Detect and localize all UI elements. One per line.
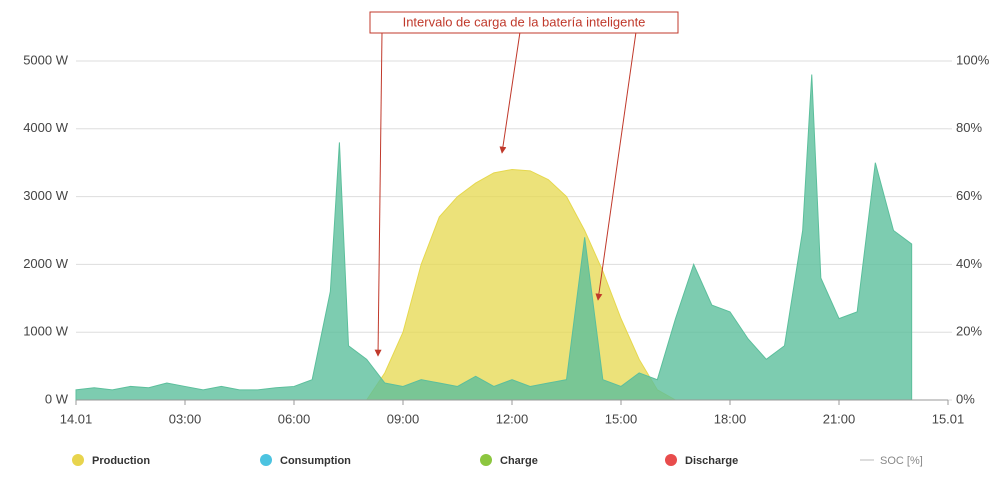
y-tick-label: 3000 W bbox=[23, 188, 69, 203]
x-tick-label: 09:00 bbox=[387, 411, 420, 426]
x-tick-label: 15:00 bbox=[605, 411, 638, 426]
annotation-arrow bbox=[499, 31, 521, 154]
x-tick-label: 15.01 bbox=[932, 411, 965, 426]
annotation-box bbox=[369, 11, 679, 34]
legend-swatch bbox=[665, 454, 677, 466]
y-tick-label: 5000 W bbox=[23, 52, 69, 67]
legend-swatch bbox=[260, 454, 272, 466]
y2-tick-label: 100% bbox=[956, 52, 990, 67]
x-tick-label: 12:00 bbox=[496, 411, 529, 426]
legend-label: Discharge bbox=[685, 455, 738, 467]
legend-swatch bbox=[480, 454, 492, 466]
legend-label: Charge bbox=[500, 455, 538, 467]
y-tick-label: 4000 W bbox=[23, 120, 69, 135]
legend: Production Consumption Charge Discharge SOC … bbox=[72, 454, 923, 467]
y-tick-label: 0 W bbox=[45, 391, 69, 406]
plot-area: 0 W 1000 W 2000 W 3000 W 4000 W 5000 W 0% 20% 40… bbox=[23, 52, 990, 426]
y2-tick-label: 20% bbox=[956, 324, 982, 339]
legend-label: Consumption bbox=[280, 455, 351, 467]
y2-tick-label: 60% bbox=[956, 188, 982, 203]
x-tick-label: 06:00 bbox=[278, 411, 311, 426]
x-tick-label: 03:00 bbox=[169, 411, 202, 426]
x-tick-label: 14.01 bbox=[60, 411, 93, 426]
y2-tick-label: 40% bbox=[956, 256, 982, 271]
annotation-arrow bbox=[374, 31, 383, 357]
x-tick-label: 21:00 bbox=[823, 411, 856, 426]
y2-tick-label: 0% bbox=[956, 391, 975, 406]
area bbox=[75, 74, 913, 401]
y2-tick-label: 80% bbox=[956, 120, 982, 135]
legend-swatch bbox=[72, 454, 84, 466]
annotation-text: Intervalo de carga de la batería intelig… bbox=[403, 14, 646, 29]
annotation-arrow bbox=[595, 31, 637, 301]
legend-label: SOC [%] bbox=[880, 455, 923, 467]
legend-label: Production bbox=[92, 455, 150, 467]
annotation: Intervalo de carga de la batería intelig… bbox=[369, 11, 679, 357]
x-tick-label: 18:00 bbox=[714, 411, 747, 426]
y-tick-label: 1000 W bbox=[23, 324, 69, 339]
y-tick-label: 2000 W bbox=[23, 256, 69, 271]
